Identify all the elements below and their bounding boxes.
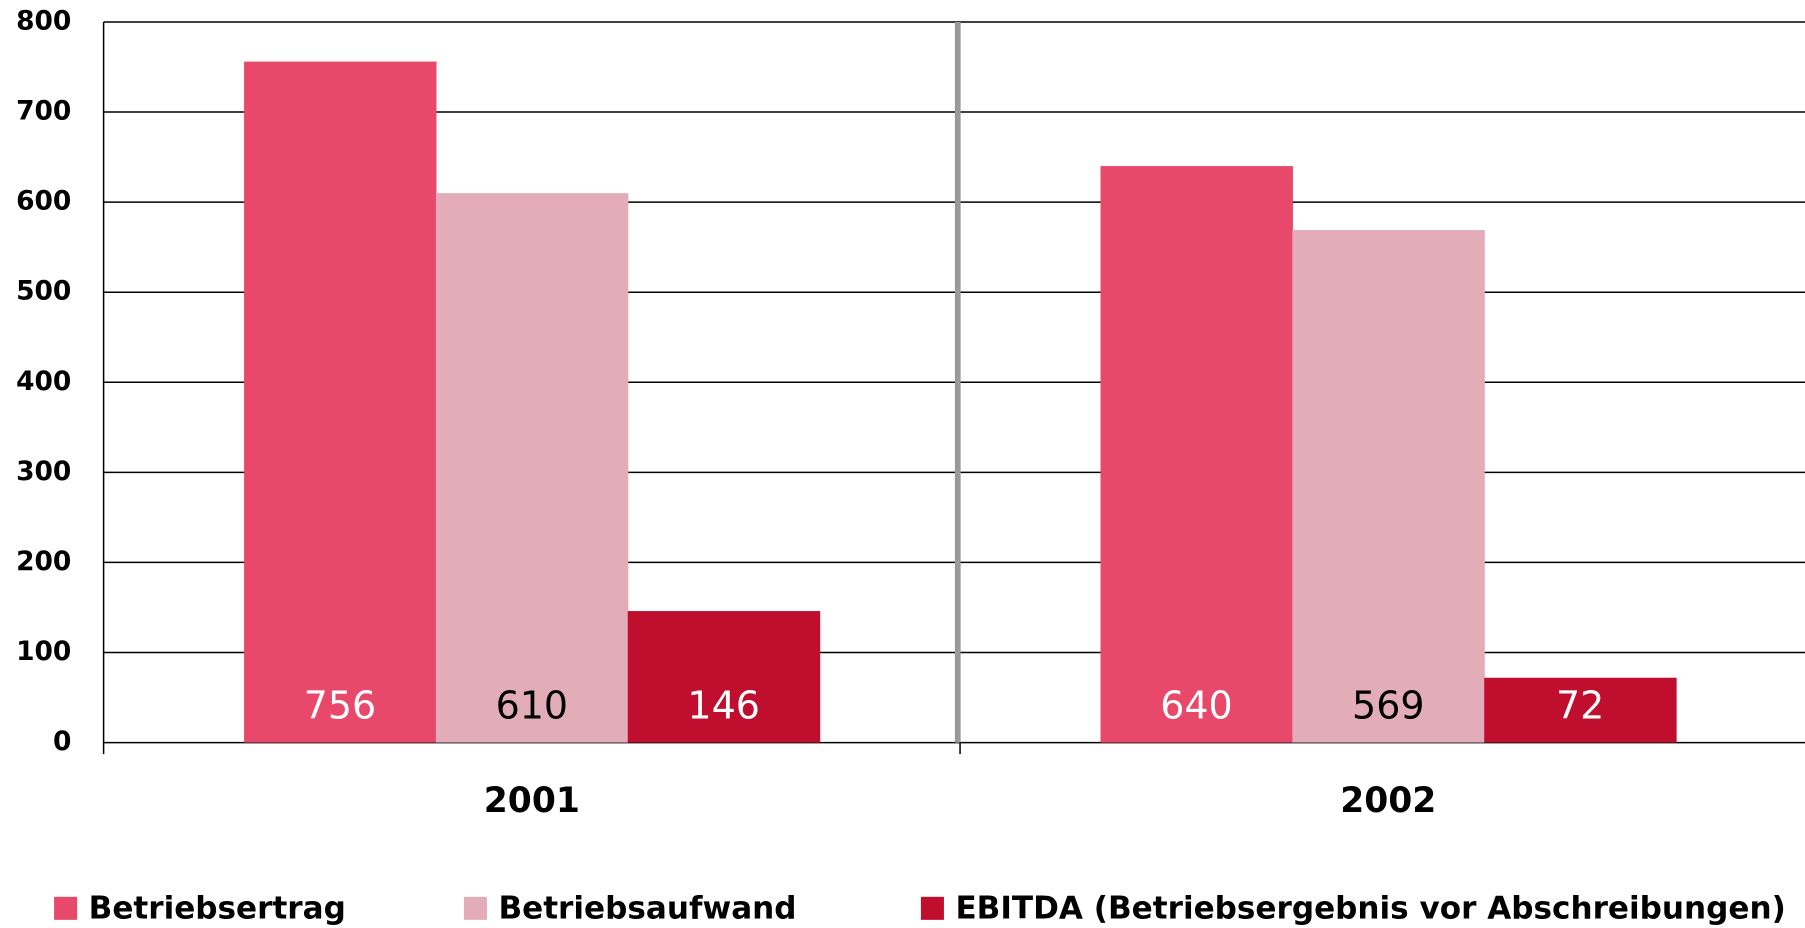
legend-label: EBITDA (Betriebsergebnis vor Abschreibun… — [955, 890, 1785, 926]
y-tick-label: 700 — [16, 96, 71, 127]
legend-swatch — [463, 896, 487, 920]
bar — [627, 611, 821, 743]
bar — [244, 61, 437, 743]
data-label: 640 — [1160, 684, 1232, 728]
y-tick-label: 500 — [16, 276, 71, 307]
y-tick-label: 0 — [53, 726, 71, 757]
legend-label: Betriebsertrag — [89, 890, 346, 926]
bar — [435, 193, 629, 743]
y-tick-label: 600 — [16, 186, 71, 217]
data-label: 569 — [1352, 684, 1424, 728]
y-tick-label: 400 — [16, 366, 71, 397]
bar — [1292, 230, 1485, 743]
legend-swatch — [920, 896, 944, 920]
y-tick-label: 100 — [16, 636, 71, 667]
y-tick-label: 200 — [16, 546, 71, 577]
legend-label: Betriebsaufwand — [498, 890, 796, 926]
x-tick-label: 2001 — [484, 781, 580, 821]
data-label: 72 — [1556, 684, 1604, 728]
data-label: 756 — [304, 684, 376, 728]
y-tick-label: 800 — [16, 5, 71, 36]
bar — [1100, 166, 1293, 743]
y-tick-label: 300 — [16, 456, 71, 487]
bar — [1484, 677, 1677, 743]
legend-swatch — [54, 896, 78, 920]
data-label: 146 — [687, 684, 759, 728]
data-label: 610 — [496, 684, 568, 728]
x-tick-label: 2002 — [1340, 781, 1436, 821]
